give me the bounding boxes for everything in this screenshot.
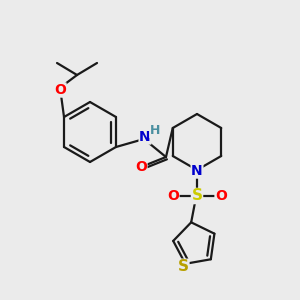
Text: N: N	[139, 130, 151, 144]
Text: O: O	[215, 189, 227, 203]
Text: S: S	[191, 188, 203, 203]
Text: S: S	[178, 259, 189, 274]
Text: O: O	[54, 83, 66, 97]
Text: O: O	[167, 189, 179, 203]
Text: H: H	[150, 124, 160, 137]
Text: N: N	[191, 164, 203, 178]
Text: O: O	[135, 160, 147, 174]
